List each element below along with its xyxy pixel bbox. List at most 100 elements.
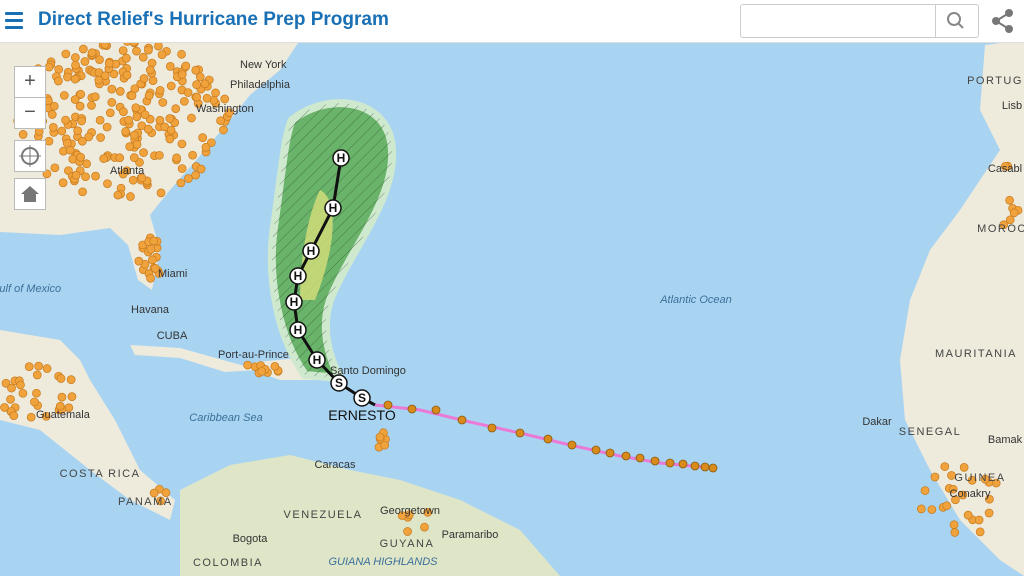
facility-marker (183, 88, 193, 97)
map-label: Havana (131, 304, 170, 316)
facility-marker (1000, 161, 1010, 171)
facility-marker (950, 528, 960, 537)
track-dot (515, 428, 525, 438)
facility-marker (18, 388, 28, 398)
facility-marker (95, 55, 104, 65)
map-label: Bamak (988, 434, 1023, 446)
facility-marker (420, 522, 429, 532)
track-dot (708, 463, 718, 473)
storm-point-marker (285, 293, 303, 311)
facility-marker (48, 122, 58, 132)
storm-point-label: H (337, 151, 346, 165)
locate-button[interactable] (14, 140, 46, 172)
map-label: Bogota (233, 533, 269, 545)
facility-marker (980, 474, 990, 484)
facility-marker (397, 511, 407, 520)
storm-point-label: H (313, 353, 322, 367)
facility-marker (32, 370, 42, 380)
track-dot (690, 461, 700, 471)
track-dot (665, 458, 675, 468)
track-dot (650, 456, 660, 466)
facility-marker (119, 107, 128, 117)
map-label: Casabl (988, 163, 1022, 175)
facility-marker (70, 74, 80, 84)
facility-marker (54, 76, 63, 86)
map-label: New York (240, 59, 287, 71)
facility-marker (61, 49, 71, 59)
facility-marker (257, 367, 266, 376)
map-label: Paramaribo (442, 529, 499, 541)
facility-marker (940, 462, 950, 471)
header: Direct Relief's Hurricane Prep Program (0, 0, 1024, 43)
search-button[interactable] (934, 4, 979, 38)
facility-marker (109, 69, 119, 79)
facility-marker (179, 96, 189, 106)
zoom-out[interactable]: − (14, 97, 46, 129)
facility-marker (94, 75, 104, 85)
facility-marker (90, 92, 100, 102)
map-label: MAURITANIA (935, 348, 1017, 360)
facility-marker (71, 60, 80, 70)
facility-marker (41, 411, 51, 421)
track-dot (431, 405, 441, 415)
storm-point-label: H (329, 201, 338, 215)
search-input[interactable] (740, 4, 936, 38)
map-label: COSTA RICA (60, 468, 141, 480)
facility-marker (66, 375, 76, 384)
facility-marker (146, 273, 155, 283)
facility-marker (224, 108, 234, 118)
storm-point-marker (353, 389, 371, 407)
facility-marker (144, 91, 154, 100)
facility-marker (76, 152, 86, 162)
facility-marker (1005, 195, 1014, 205)
share-button[interactable] (990, 8, 1016, 34)
facility-marker (200, 79, 210, 89)
track-dot (678, 459, 688, 469)
facility-marker (84, 132, 94, 142)
facility-marker (150, 264, 160, 273)
facility-marker (102, 122, 112, 132)
land-cuba (130, 345, 260, 372)
facility-marker (156, 496, 165, 506)
app-title: Direct Relief's Hurricane Prep Program (38, 9, 389, 30)
facility-marker (975, 527, 985, 537)
facility-marker (181, 61, 191, 71)
map-label: Philadelphia (230, 79, 291, 91)
track-dot (487, 423, 497, 433)
facility-marker (26, 412, 36, 422)
map-label: Atlanta (110, 165, 145, 177)
menu-button[interactable] (5, 12, 23, 33)
facility-marker (184, 174, 193, 183)
map-label: Guatemala (36, 409, 91, 421)
map-label: Atlantic Ocean (659, 294, 732, 306)
facility-marker (77, 136, 87, 146)
facility-marker (916, 504, 926, 514)
facility-marker (974, 515, 984, 525)
storm-point-label: S (358, 391, 366, 405)
facility-marker (95, 115, 105, 125)
facility-marker (113, 190, 123, 200)
map-label: Caracas (315, 459, 356, 471)
facility-marker (47, 110, 57, 119)
facility-marker (1009, 208, 1019, 218)
map-label: GUIANA HIGHLANDS (328, 556, 438, 568)
facility-marker (963, 510, 973, 520)
facility-marker (129, 130, 139, 140)
zoom-in[interactable]: + (14, 66, 46, 98)
facility-marker (128, 175, 138, 185)
facility-marker (243, 360, 253, 370)
facility-marker (157, 50, 167, 60)
facility-marker (951, 495, 960, 505)
track-dot (621, 451, 631, 461)
facility-marker (177, 49, 186, 59)
facility-marker (73, 126, 83, 136)
facility-marker (165, 114, 175, 123)
facility-marker (99, 154, 109, 163)
facility-marker (149, 236, 159, 246)
facility-marker (270, 361, 280, 371)
storm-point-marker (289, 267, 307, 285)
storm-cone-hatch (271, 103, 393, 378)
map-label: PORTUG (967, 75, 1023, 87)
facility-marker (105, 108, 115, 118)
home-button[interactable] (14, 178, 46, 210)
